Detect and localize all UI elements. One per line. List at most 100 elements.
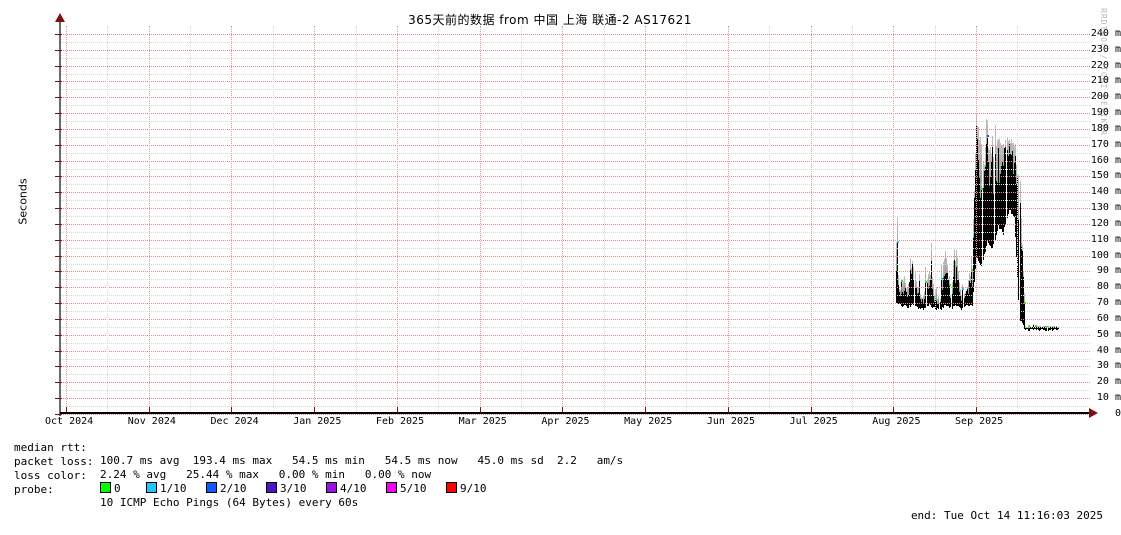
x-tick-label: Feb 2025 xyxy=(375,416,425,427)
median-line xyxy=(1016,183,1018,258)
median-line xyxy=(1053,326,1055,330)
y-tick-label: 160 m xyxy=(1090,154,1121,166)
median-line xyxy=(967,294,969,307)
median-line xyxy=(933,296,935,308)
y-tick-label: 40 m xyxy=(1096,344,1121,356)
packet-loss-row: packet loss: 2.24 % avg 25.44 % max 0.00… xyxy=(0,442,1121,481)
loss-marker xyxy=(980,196,983,199)
y-tick-label: 50 m xyxy=(1096,328,1121,340)
x-tick-mark xyxy=(479,407,481,413)
median-line xyxy=(999,174,1001,230)
y-tick-mark xyxy=(55,318,62,320)
median-line xyxy=(896,242,898,304)
median-line xyxy=(949,284,951,309)
y-tick-mark xyxy=(55,81,62,83)
median-line xyxy=(951,293,953,309)
loss-color-label: loss color: xyxy=(14,469,87,482)
median-line xyxy=(1051,327,1053,331)
x-tick-label: Dec 2024 xyxy=(210,416,259,427)
median-line xyxy=(961,300,963,311)
median-line xyxy=(963,298,965,308)
median-line xyxy=(964,293,966,307)
median-line xyxy=(943,276,945,306)
y-tick-label: 200 m xyxy=(1090,91,1121,103)
loss-legend-label: 3/10 xyxy=(280,482,307,495)
median-line xyxy=(996,183,998,231)
median-line xyxy=(934,301,936,307)
median-line xyxy=(1011,150,1013,215)
median-line xyxy=(926,283,928,307)
median-line xyxy=(1057,327,1059,330)
y-tick-label: 30 m xyxy=(1096,360,1121,372)
median-line xyxy=(916,293,918,307)
median-line xyxy=(1056,326,1058,330)
y-tick-mark xyxy=(55,97,62,99)
median-line xyxy=(1050,327,1052,329)
median-line xyxy=(994,153,996,240)
median-line xyxy=(941,289,943,307)
loss-marker xyxy=(971,268,974,271)
median-line xyxy=(986,135,988,242)
median-line xyxy=(1049,326,1051,330)
x-tick-label: Jan 2025 xyxy=(293,416,342,427)
y-tick-mark xyxy=(55,303,62,305)
loss-marker xyxy=(1023,302,1026,305)
y-tick-mark xyxy=(55,382,62,384)
median-line xyxy=(1009,154,1011,210)
y-tick-label: 220 m xyxy=(1090,59,1121,71)
y-tick-label: 60 m xyxy=(1096,312,1121,324)
x-tick-label: Mar 2025 xyxy=(458,416,507,427)
median-line xyxy=(1019,203,1021,322)
y-tick-label: 230 m xyxy=(1090,43,1121,55)
y-tick-label: 190 m xyxy=(1090,107,1121,119)
x-tick-label: Sep 2025 xyxy=(955,416,1004,427)
loss-marker xyxy=(986,134,989,137)
median-line xyxy=(906,297,908,309)
median-line xyxy=(1027,326,1029,330)
median-line xyxy=(1052,327,1054,330)
loss-legend-item: 0 xyxy=(100,482,121,495)
loss-color-row: loss color: 0 1/10 2/10 3/10 4/10 5/10 9/10 xyxy=(0,456,1121,495)
loss-legend-item: 5/10 xyxy=(386,482,427,495)
median-line xyxy=(983,171,985,255)
x-tick-mark xyxy=(231,407,233,413)
loss-marker xyxy=(896,241,899,244)
median-line xyxy=(991,161,993,248)
median-line xyxy=(978,159,980,261)
y-tick-mark xyxy=(55,223,62,225)
y-tick-mark xyxy=(55,350,62,352)
loss-marker xyxy=(1003,164,1006,167)
median-line xyxy=(908,295,909,309)
y-tick-mark xyxy=(55,33,62,35)
median-line xyxy=(1018,220,1020,301)
x-tick-label: Oct 2024 xyxy=(45,416,94,427)
y-tick-label: 10 m xyxy=(1096,392,1121,404)
median-line xyxy=(936,300,938,310)
median-line xyxy=(1041,327,1043,330)
y-tick-label: 70 m xyxy=(1096,297,1121,309)
loss-marker xyxy=(1013,172,1016,175)
median-rtt-row: median rtt: 100.7 ms avg 193.4 ms max 54… xyxy=(0,428,1121,467)
x-tick-label: Apr 2025 xyxy=(541,416,590,427)
median-line xyxy=(1026,327,1028,329)
x-tick-mark xyxy=(976,407,978,413)
median-line xyxy=(975,168,977,270)
median-line xyxy=(1002,161,1004,232)
y-tick-mark xyxy=(55,208,62,210)
median-rtt-label: median rtt: xyxy=(14,441,87,454)
y-tick-mark xyxy=(55,366,62,368)
median-line xyxy=(914,287,916,306)
median-line xyxy=(1040,327,1042,331)
y-tick-label: 100 m xyxy=(1090,249,1121,261)
loss-marker xyxy=(942,275,945,278)
y-tick-mark xyxy=(55,398,62,400)
median-line xyxy=(990,177,992,247)
loss-legend-label: 0 xyxy=(114,482,121,495)
y-tick-mark xyxy=(55,113,62,115)
loss-legend-item: 1/10 xyxy=(146,482,187,495)
end-timestamp: end: Tue Oct 14 11:16:03 2025 xyxy=(910,509,1103,522)
loss-legend-label: 9/10 xyxy=(460,482,487,495)
loss-marker xyxy=(962,288,965,291)
median-line xyxy=(927,288,929,307)
median-line xyxy=(974,197,976,282)
